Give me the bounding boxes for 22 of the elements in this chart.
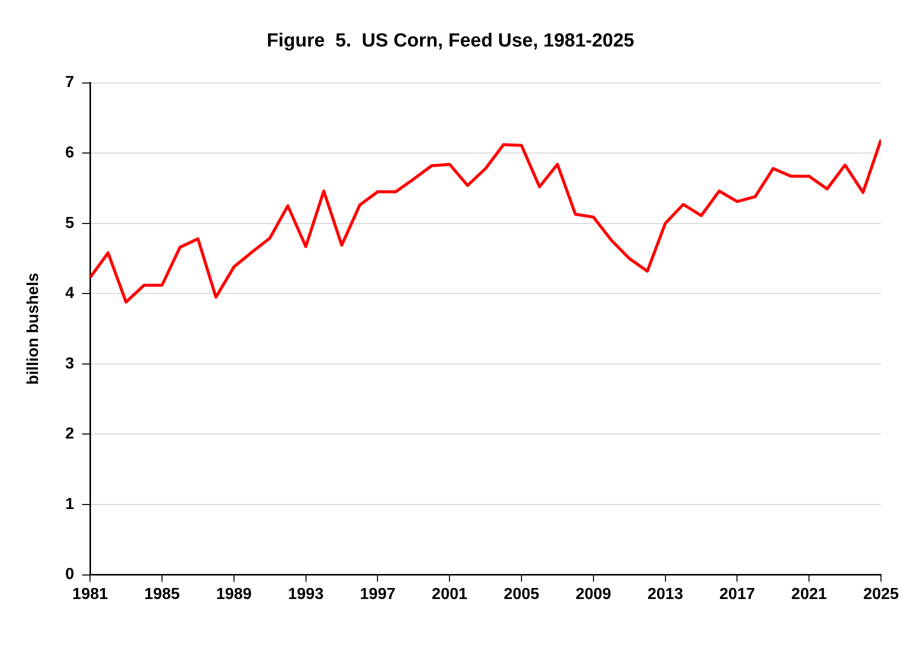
chart-title: Figure 5. US Corn, Feed Use, 1981-2025 xyxy=(266,30,635,52)
x-tick-label: 1985 xyxy=(144,586,180,603)
x-tick-label: 2005 xyxy=(504,586,540,603)
x-tick-label: 1989 xyxy=(216,586,252,603)
y-tick-label: 0 xyxy=(65,566,74,584)
y-tick-label: 2 xyxy=(65,426,74,443)
y-tick-label: 7 xyxy=(65,74,74,92)
x-tick-label: 2017 xyxy=(719,586,756,603)
x-tick-label: 2013 xyxy=(648,586,684,603)
y-axis-title: billion bushels xyxy=(25,272,42,385)
x-tick-label: 1997 xyxy=(360,586,396,603)
x-tick-label: 2009 xyxy=(576,586,612,603)
y-tick-label: 4 xyxy=(65,285,74,302)
x-tick-label: 1993 xyxy=(288,586,324,603)
y-tick-label: 6 xyxy=(65,144,74,162)
x-tick-label: 2021 xyxy=(791,586,827,603)
y-tick-label: 3 xyxy=(65,355,74,372)
x-tick-label: 2001 xyxy=(432,586,468,603)
y-tick-label: 1 xyxy=(65,496,74,513)
x-tick-label: 2025 xyxy=(863,586,899,603)
y-tick-label: 5 xyxy=(65,214,74,232)
x-tick-label: 1981 xyxy=(72,586,108,603)
